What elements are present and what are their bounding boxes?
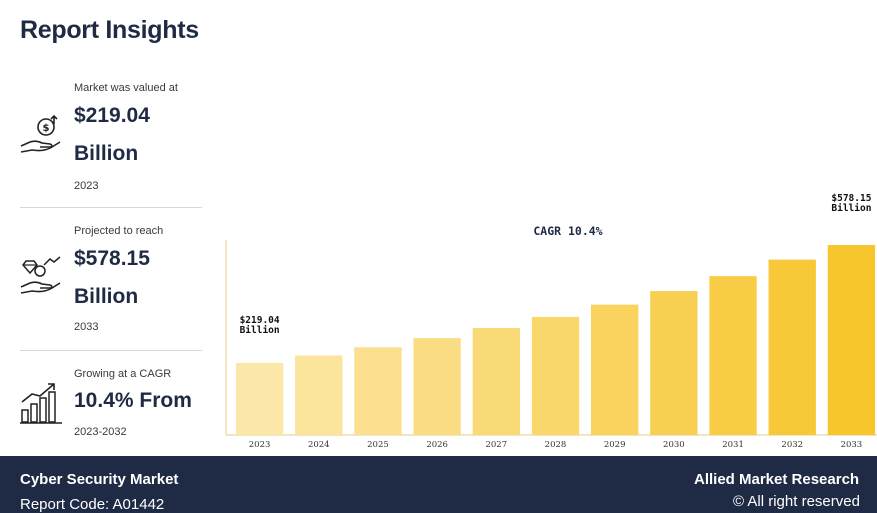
money-hand-icon: $	[18, 114, 64, 160]
x-tick-label: 2029	[604, 440, 626, 450]
x-tick-label: 2027	[485, 440, 507, 450]
page-title: Report Insights	[20, 16, 199, 45]
copyright: © All right reserved	[733, 493, 860, 510]
x-tick-label: 2026	[426, 440, 448, 450]
bar-2030	[650, 291, 697, 435]
bar-2029	[591, 305, 638, 435]
stat-year: 2023-2032	[74, 426, 127, 438]
last-value-label: Billion	[831, 203, 871, 214]
x-tick-label: 2030	[663, 440, 685, 450]
x-tick-label: 2023	[249, 440, 271, 450]
stat-caption: Market was valued at	[74, 82, 178, 94]
growth-chart-icon	[18, 380, 64, 426]
stat-year: 2033	[74, 321, 98, 333]
stat-caption: Growing at a CAGR	[74, 368, 171, 380]
bar-2024	[295, 356, 342, 435]
stat-unit: Billion	[74, 285, 138, 309]
report-code: Report Code: A01442	[20, 496, 164, 513]
bar-2028	[532, 317, 579, 435]
brand-name: Allied Market Research	[694, 471, 859, 488]
stat-value: 10.4% From	[74, 389, 192, 413]
bar-2027	[473, 328, 520, 435]
x-tick-label: 2024	[308, 440, 330, 450]
x-tick-label: 2033	[841, 440, 863, 450]
market-bar-chart: 2023 2024 2025 2026 2027 2028 2029 2030 2031 2032…	[218, 190, 877, 455]
diamond-hand-icon	[18, 255, 64, 301]
x-tick-label: 2031	[722, 440, 744, 450]
first-value-label: Billion	[240, 325, 280, 336]
x-tick-label: 2025	[367, 440, 389, 450]
bar-2031	[709, 276, 756, 435]
bar-2023	[236, 363, 283, 435]
stat-market-value: $ Market was valued at $219.04 Billion 2…	[18, 78, 208, 196]
x-tick-label: 2032	[781, 440, 803, 450]
stat-projected-value: Projected to reach $578.15 Billion 2033	[18, 221, 208, 339]
stat-value: $219.04	[74, 104, 150, 128]
stat-caption: Projected to reach	[74, 225, 163, 237]
bar-2032	[769, 260, 816, 435]
x-tick-label: 2028	[545, 440, 567, 450]
bar-2026	[413, 338, 460, 435]
stat-cagr: Growing at a CAGR 10.4% From 2023-2032	[18, 364, 208, 444]
report-name: Cyber Security Market	[20, 471, 178, 488]
bar-2025	[354, 347, 401, 435]
stat-unit: Billion	[74, 142, 138, 166]
footer: Cyber Security Market Report Code: A0144…	[0, 456, 877, 513]
divider	[20, 350, 202, 351]
divider	[20, 207, 202, 208]
bar-2033	[828, 245, 875, 435]
stat-year: 2023	[74, 180, 98, 192]
stat-value: $578.15	[74, 247, 150, 271]
svg-text:$: $	[43, 123, 50, 134]
cagr-annotation: CAGR 10.4%	[533, 224, 602, 238]
